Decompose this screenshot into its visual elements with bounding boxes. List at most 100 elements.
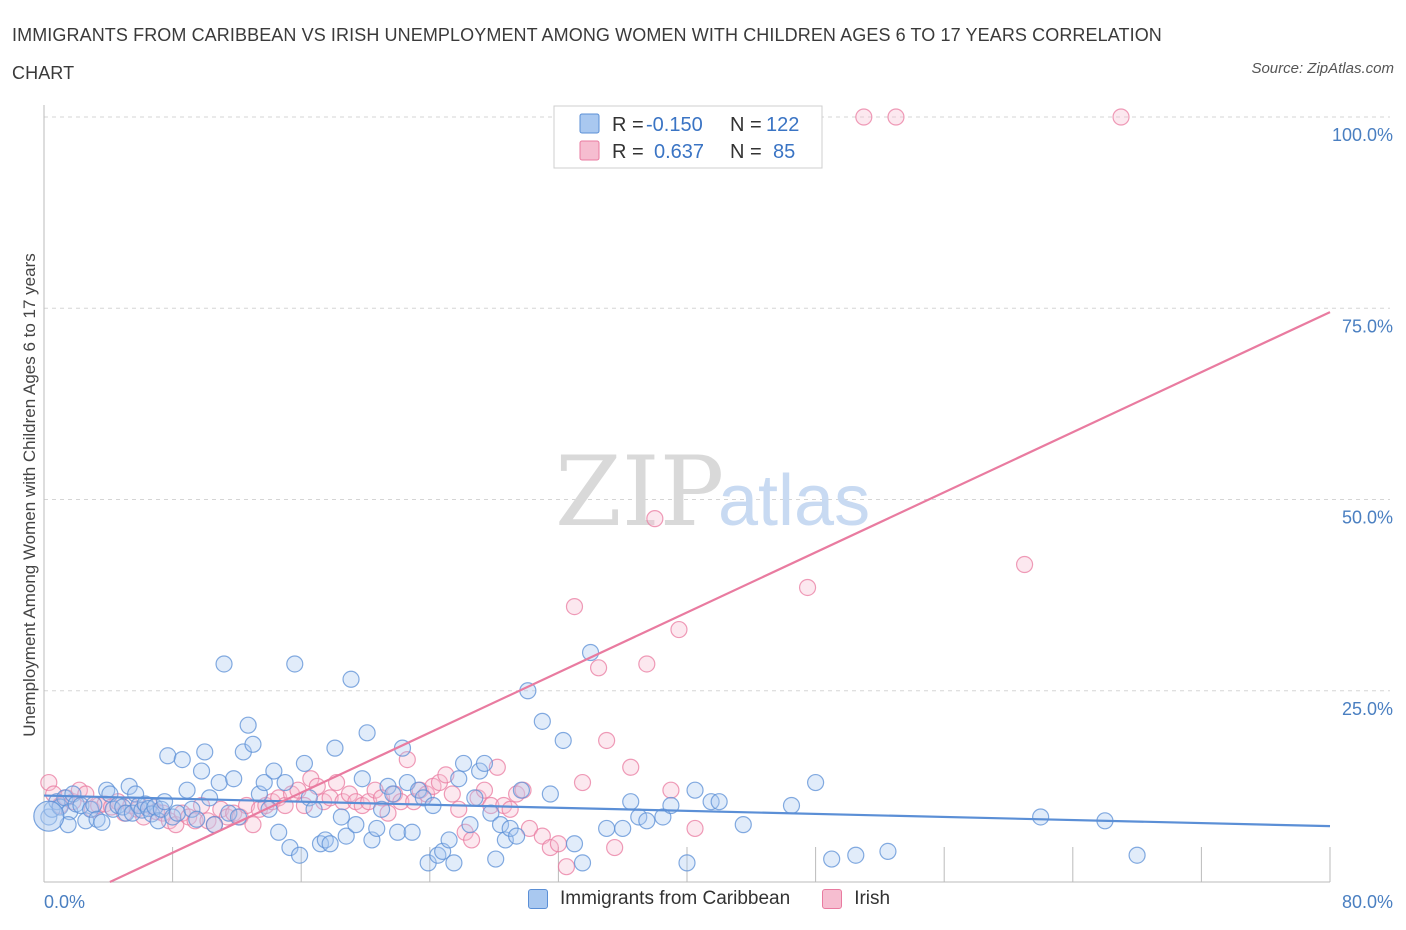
caribbean-point: [541, 785, 559, 803]
irish-point: [244, 816, 262, 834]
tick-labels: 25.0% 50.0% 75.0% 100.0% 0.0% 80.0%: [44, 125, 1393, 912]
data-points: [33, 108, 1146, 876]
y-tick-label: 75.0%: [1342, 316, 1393, 336]
irish-point: [598, 731, 616, 750]
caribbean-trend-line: [43, 794, 1331, 828]
x-tick-label: 80.0%: [1342, 892, 1393, 912]
irish-point: [686, 819, 704, 838]
caribbean-point: [321, 835, 339, 853]
caribbean-point: [326, 739, 344, 757]
caribbean-point: [823, 850, 841, 868]
caribbean-point: [347, 816, 365, 834]
trend-lines: [43, 311, 1331, 883]
chart-source: Source: ZipAtlas.com: [1251, 60, 1394, 77]
caribbean-point: [286, 655, 304, 673]
caribbean-point: [1128, 846, 1146, 864]
irish-point: [501, 800, 519, 818]
caribbean-point: [88, 810, 106, 828]
irish-point: [520, 819, 539, 838]
caribbean-point: [806, 773, 825, 792]
caribbean-point: [454, 754, 473, 773]
caribbean-point: [678, 854, 696, 872]
x-tick-label: 0.0%: [44, 892, 85, 912]
legend-r-label-irish: R =: [612, 141, 644, 163]
legend-r-value-irish: 0.637: [654, 141, 704, 163]
legend-item-irish: Irish: [822, 888, 890, 910]
caribbean-point: [337, 827, 355, 845]
caribbean-point: [342, 670, 360, 688]
grid: [44, 116, 1390, 692]
caribbean-point: [573, 854, 592, 872]
caribbean-point: [192, 762, 211, 780]
caribbean-point: [265, 762, 283, 780]
caribbean-point: [512, 781, 531, 799]
caribbean-point: [239, 716, 257, 734]
caribbean-point: [734, 816, 752, 834]
caribbean-point: [389, 823, 407, 841]
caribbean-point: [353, 770, 371, 788]
legend-n-value-caribbean: 122: [766, 114, 799, 136]
irish-point: [646, 510, 664, 528]
caribbean-point: [173, 750, 191, 769]
legend-n-label-irish: N =: [730, 141, 762, 163]
irish-point: [437, 766, 455, 784]
y-tick-label: 100.0%: [1332, 125, 1393, 145]
caribbean-point: [215, 655, 233, 673]
caribbean-point: [305, 800, 323, 818]
irish-point: [638, 655, 656, 673]
watermark-atlas: atlas: [718, 461, 870, 541]
caribbean-point: [82, 800, 100, 818]
irish-point: [589, 659, 608, 677]
legend-label-caribbean: Immigrants from Caribbean: [560, 888, 791, 909]
irish-point: [549, 835, 568, 853]
irish-point: [557, 858, 576, 876]
caribbean-point: [139, 799, 158, 818]
irish-point: [662, 781, 680, 799]
legend-item-caribbean: Immigrants from Caribbean: [528, 888, 790, 910]
caribbean-point: [270, 823, 288, 841]
caribbean-point: [508, 827, 526, 845]
caribbean-point: [244, 735, 262, 753]
caribbean-point: [384, 785, 402, 803]
irish-point: [606, 838, 624, 857]
irish-point: [1015, 555, 1034, 574]
chart-title: IMMIGRANTS FROM CARIBBEAN VS IRISH UNEMP…: [12, 25, 1162, 83]
caribbean-point: [332, 808, 350, 826]
caribbean-point: [622, 793, 640, 811]
caribbean-point: [159, 747, 177, 765]
caribbean-point: [440, 831, 458, 849]
caribbean-point: [188, 810, 206, 828]
legend-label-irish: Irish: [854, 888, 891, 909]
caribbean-point: [879, 842, 897, 861]
caribbean-point: [117, 804, 135, 822]
caribbean-point: [210, 773, 228, 792]
y-tick-label: 50.0%: [1342, 508, 1393, 528]
irish-point: [573, 773, 592, 792]
irish-trend-line: [109, 311, 1331, 883]
caribbean-point: [710, 793, 728, 811]
caribbean-point: [358, 724, 376, 742]
caribbean-point: [487, 850, 505, 868]
caribbean-point: [638, 812, 656, 830]
irish-point: [887, 108, 905, 126]
caribbean-point: [33, 800, 65, 832]
irish-point: [443, 785, 461, 803]
caribbean-point: [290, 846, 309, 864]
caribbean-point: [200, 789, 219, 807]
caribbean-point: [782, 796, 801, 815]
legend-r-value-caribbean: -0.150: [646, 114, 703, 136]
irish-point: [450, 800, 468, 818]
caribbean-point: [598, 819, 616, 838]
caribbean-point: [136, 795, 154, 813]
irish-point: [488, 758, 506, 776]
caribbean-point: [450, 770, 468, 788]
caribbean-point: [533, 712, 551, 730]
caribbean-point: [255, 773, 273, 792]
legend-swatch-caribbean: [579, 113, 600, 134]
irish-point: [670, 620, 688, 639]
caribbean-point: [565, 835, 584, 853]
caribbean-point: [372, 800, 391, 818]
irish-point: [622, 758, 640, 776]
irish-point: [541, 838, 559, 857]
